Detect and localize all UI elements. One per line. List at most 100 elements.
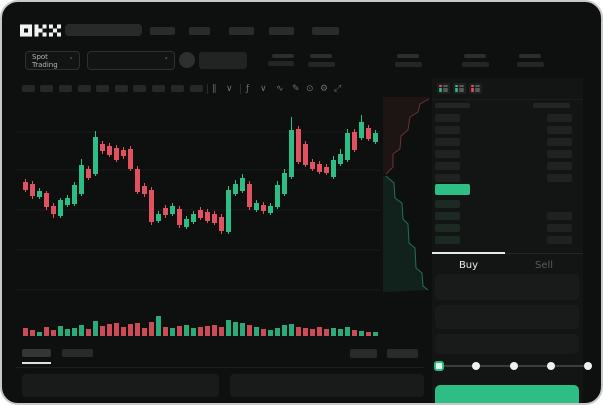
- bottom-tab-2[interactable]: [62, 349, 93, 357]
- okx-logo[interactable]: [20, 23, 61, 38]
- last-price-placeholder: [199, 52, 247, 69]
- slider-stop[interactable]: [509, 362, 518, 370]
- buy-tab-indicator: [432, 252, 505, 254]
- fullscreen-icon[interactable]: ⤢: [334, 84, 342, 94]
- timeframe-button[interactable]: [152, 85, 165, 92]
- sell-tab-topline: [505, 253, 583, 254]
- orderbook-ask-row[interactable]: [432, 174, 583, 182]
- stat-label-placeholder: [310, 54, 332, 58]
- orderbook-ask-row[interactable]: [432, 150, 583, 158]
- timeframe-button[interactable]: [59, 85, 72, 92]
- bottom-action-1[interactable]: [350, 349, 377, 358]
- bid-price-placeholder: [435, 236, 460, 244]
- slider-stop[interactable]: [472, 362, 481, 370]
- ask-size-placeholder: [547, 162, 572, 170]
- stat-value-placeholder: [517, 62, 544, 67]
- settings-icon[interactable]: ⚙: [320, 84, 329, 94]
- ask-price-placeholder: [435, 138, 460, 146]
- orderbook-bid-row[interactable]: [432, 212, 583, 220]
- bid-size-placeholder: [547, 212, 572, 220]
- search-input[interactable]: [65, 24, 142, 36]
- stat-label-placeholder: [464, 54, 486, 58]
- buy-submit-button[interactable]: [435, 385, 579, 403]
- chevron-down-icon: ˅: [164, 56, 169, 65]
- orderbook-combined-view-icon[interactable]: [437, 83, 450, 94]
- change-value-placeholder: [268, 61, 294, 66]
- orderbook-ask-row[interactable]: [432, 138, 583, 146]
- orderbook-ask-row[interactable]: [432, 162, 583, 170]
- coin-avatar: [179, 52, 195, 68]
- chevron-down-icon: ˅: [69, 56, 74, 65]
- nav-item-placeholder[interactable]: [189, 27, 210, 35]
- order-total-input[interactable]: [435, 334, 579, 354]
- nav-item-placeholder[interactable]: [269, 27, 294, 35]
- timeframe-button[interactable]: [190, 85, 203, 92]
- slider-stop[interactable]: [546, 362, 555, 370]
- orderbook-header-price: [435, 103, 470, 108]
- draw-icon[interactable]: ✎: [292, 84, 300, 94]
- orderbook-bids-view-icon[interactable]: [453, 83, 466, 94]
- orderbook-bid-row[interactable]: [432, 200, 583, 208]
- order-price-input[interactable]: [435, 274, 579, 300]
- line-tools-icon[interactable]: ∿: [276, 84, 284, 94]
- orderbook-divider: [432, 99, 583, 100]
- bottom-tab-active[interactable]: [22, 349, 51, 357]
- ask-price-placeholder: [435, 126, 460, 134]
- indicators-icon[interactable]: ƒ: [246, 84, 250, 94]
- market-type-dropdown[interactable]: Spot Trading ˅: [25, 51, 80, 70]
- bid-price-placeholder: [435, 212, 460, 220]
- bottom-action-2[interactable]: [387, 349, 418, 358]
- orderbook-ask-row[interactable]: [432, 114, 583, 122]
- timeframe-button[interactable]: [133, 85, 146, 92]
- stat-label-placeholder: [519, 54, 541, 58]
- orderbook-header-amount: [533, 103, 570, 108]
- last-price-bar[interactable]: [435, 184, 470, 195]
- timeframe-button[interactable]: [115, 85, 128, 92]
- stat-value-placeholder: [395, 62, 422, 67]
- change-label-placeholder: [272, 54, 294, 58]
- chevron-down-icon[interactable]: ∨: [226, 84, 233, 94]
- ask-size-placeholder: [547, 126, 572, 134]
- slider-handle[interactable]: [434, 361, 444, 371]
- orderbook-asks-view-icon[interactable]: [469, 83, 482, 94]
- timeframe-button[interactable]: [40, 85, 53, 92]
- bottom-divider: [16, 367, 424, 368]
- ask-size-placeholder: [547, 138, 572, 146]
- stat-value-placeholder: [462, 62, 489, 67]
- bottom-input-left[interactable]: [22, 374, 219, 397]
- stat-label-placeholder: [397, 54, 419, 58]
- orderbook-ask-row[interactable]: [432, 126, 583, 134]
- pair-dropdown[interactable]: ˅: [87, 51, 175, 70]
- slider-stop[interactable]: [584, 362, 592, 370]
- ask-price-placeholder: [435, 114, 460, 122]
- nav-item-placeholder[interactable]: [229, 27, 254, 35]
- orderbook-panel: Buy Sell: [432, 78, 592, 403]
- timeframe-button[interactable]: [171, 85, 184, 92]
- nav-item-placeholder[interactable]: [150, 27, 175, 35]
- market-type-label: Spot Trading: [32, 52, 58, 69]
- stat-value-placeholder: [308, 62, 335, 67]
- ask-size-placeholder: [547, 114, 572, 122]
- order-amount-input[interactable]: [435, 305, 579, 329]
- ask-price-placeholder: [435, 150, 460, 158]
- screenshot-icon[interactable]: ⊙: [306, 84, 314, 94]
- bottom-input-right[interactable]: [230, 374, 424, 397]
- bottom-tab-active-underline: [22, 362, 51, 364]
- ask-price-placeholder: [435, 174, 460, 182]
- timeframe-button[interactable]: [78, 85, 91, 92]
- chevron-down-icon[interactable]: ∨: [260, 84, 267, 94]
- candle-style-icon[interactable]: ∥: [212, 84, 217, 94]
- orderbook-bid-row[interactable]: [432, 224, 583, 232]
- timeframe-button[interactable]: [22, 85, 35, 92]
- ask-size-placeholder: [547, 150, 572, 158]
- nav-item-placeholder[interactable]: [312, 27, 339, 35]
- timeframe-button[interactable]: [96, 85, 109, 92]
- ask-price-placeholder: [435, 162, 460, 170]
- bid-price-placeholder: [435, 200, 460, 208]
- tab-sell[interactable]: Sell: [534, 259, 554, 271]
- tab-buy[interactable]: Buy: [458, 259, 479, 271]
- orderbook-bid-row[interactable]: [432, 236, 583, 244]
- toolbar-divider: [240, 84, 241, 94]
